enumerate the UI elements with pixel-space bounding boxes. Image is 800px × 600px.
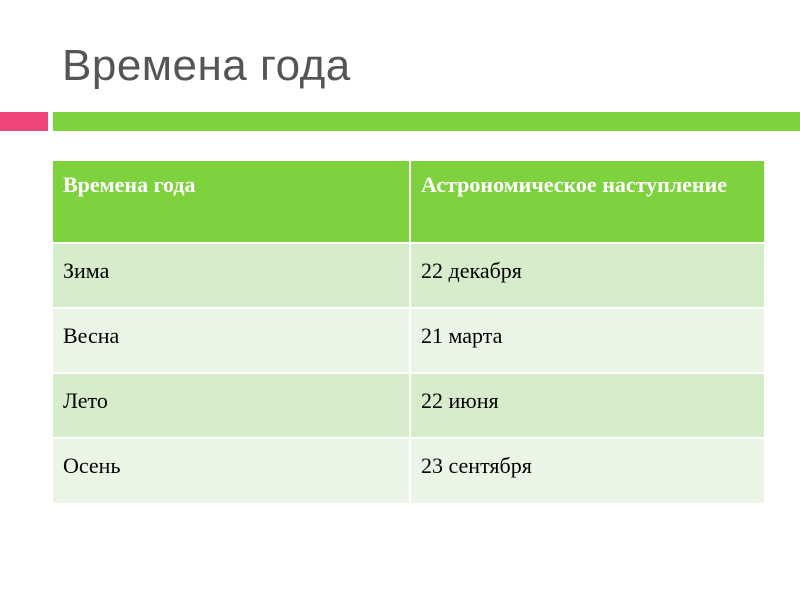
season-name: Весна — [53, 308, 411, 374]
season-start-date: 23 сентября — [410, 438, 764, 503]
seasons-table: Времена года Астрономическое наступление… — [53, 161, 764, 503]
accent-bar-green — [53, 112, 800, 131]
table-row: Весна 21 марта — [53, 308, 764, 374]
season-name: Лето — [53, 373, 411, 439]
season-name: Осень — [53, 438, 411, 503]
slide-title: Времена года — [62, 41, 351, 90]
table-header-row: Времена года Астрономическое наступление — [53, 161, 764, 244]
header-season: Времена года — [53, 161, 411, 244]
header-astronomical-start: Астрономическое наступление — [410, 161, 764, 244]
table-row: Зима 22 декабря — [53, 243, 764, 309]
season-start-date: 22 июня — [410, 373, 764, 439]
season-start-date: 22 декабря — [410, 243, 764, 309]
accent-bar-pink — [0, 112, 48, 131]
table-row: Осень 23 сентября — [53, 438, 764, 503]
table-row: Лето 22 июня — [53, 373, 764, 439]
season-name: Зима — [53, 243, 411, 309]
season-start-date: 21 марта — [410, 308, 764, 374]
